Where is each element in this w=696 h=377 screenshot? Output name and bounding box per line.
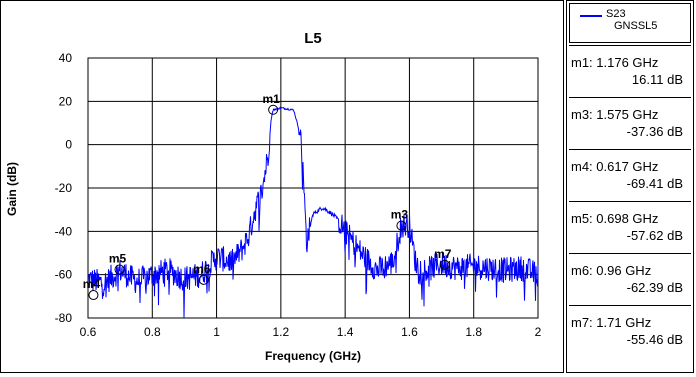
chart-title: L5: [304, 30, 322, 47]
y-tick-label: 0: [65, 138, 72, 152]
marker-label-m7: m7: [434, 247, 452, 261]
marker-label-m3: m3: [391, 208, 409, 222]
marker-readout-frequency: m6: 0.96 GHz: [571, 263, 652, 278]
x-tick-label: 1.6: [401, 325, 418, 339]
marker-label-m6: m6: [193, 262, 211, 276]
marker-readout-gain: -69.41 dB: [626, 176, 683, 191]
marker-readout-gain: -55.46 dB: [626, 332, 683, 347]
marker-readout-gain: -57.62 dB: [626, 228, 683, 243]
x-tick-label: 1.4: [337, 325, 354, 339]
y-tick-label: -60: [55, 268, 73, 282]
side-panel: S23 GNSSL5 m1: 1.176 GHz 16.11 dB m3: 1.…: [566, 0, 694, 373]
marker-readout-frequency: m3: 1.575 GHz: [571, 107, 659, 122]
marker-readout-m6: m6: 0.96 GHz -62.39 dB: [569, 253, 691, 305]
chart-panel: L5 0.6 0.8 1 1.2 1.4 1.6 1.8 2 40 20 0 -20 -40 -60 -80…: [0, 0, 564, 373]
y-tick-label: 40: [59, 51, 73, 65]
x-tick-label: 1: [213, 325, 220, 339]
marker-readout-m4: m4: 0.617 GHz -69.41 dB: [569, 149, 691, 201]
marker-readout-frequency: m4: 0.617 GHz: [571, 159, 659, 174]
series-trace: [87, 106, 539, 318]
marker-readout-m3: m3: 1.575 GHz -37.36 dB: [569, 97, 691, 149]
marker-circle-m1: [268, 104, 279, 115]
legend-label: S23 GNSSL5: [606, 8, 690, 32]
marker-readout-m1: m1: 1.176 GHz 16.11 dB: [569, 45, 691, 97]
marker-readout-frequency: m1: 1.176 GHz: [571, 55, 659, 70]
marker-circle-m3: [396, 220, 407, 231]
marker-circle-m4: [88, 290, 99, 301]
marker-label-m5: m5: [109, 252, 127, 266]
y-axis-label: Gain (dB): [5, 162, 19, 216]
y-tick-label: -20: [55, 181, 73, 195]
legend-line-swatch: [580, 15, 602, 17]
x-tick-label: 0.6: [80, 325, 97, 339]
y-tick-label: -40: [55, 224, 73, 238]
marker-readout-frequency: m5: 0.698 GHz: [571, 211, 659, 226]
x-tick-label: 1.8: [465, 325, 482, 339]
legend-label-line2: GNSSL5: [614, 20, 658, 32]
y-tick-label: -80: [55, 311, 73, 325]
marker-readout-gain: -62.39 dB: [626, 280, 683, 295]
marker-readout-m5: m5: 0.698 GHz -57.62 dB: [569, 201, 691, 253]
marker-readout-frequency: m7: 1.71 GHz: [571, 315, 652, 330]
x-tick-label: 0.8: [144, 325, 161, 339]
x-tick-label: 1.2: [273, 325, 290, 339]
y-tick-label: 20: [59, 94, 73, 108]
x-tick-label: 2: [535, 325, 542, 339]
marker-label-m1: m1: [262, 92, 280, 106]
x-axis-label: Frequency (GHz): [265, 349, 361, 363]
marker-readout-gain: -37.36 dB: [626, 124, 683, 139]
gain-chart: L5 0.6 0.8 1 1.2 1.4 1.6 1.8 2 40 20 0 -20 -40 -60 -80…: [5, 30, 542, 363]
legend-label-line1: S23: [606, 8, 626, 20]
marker-readout-m7: m7: 1.71 GHz -55.46 dB: [569, 305, 691, 357]
marker-label-m4: m4: [83, 277, 101, 291]
legend: S23 GNSSL5: [569, 3, 691, 43]
marker-circle-m5: [114, 264, 125, 275]
marker-readout-list: m1: 1.176 GHz 16.11 dB m3: 1.575 GHz -37…: [569, 45, 691, 357]
marker-readout-gain: 16.11 dB: [631, 72, 683, 87]
marker-circle-m7: [439, 259, 450, 270]
marker-circle-m6: [198, 274, 209, 285]
